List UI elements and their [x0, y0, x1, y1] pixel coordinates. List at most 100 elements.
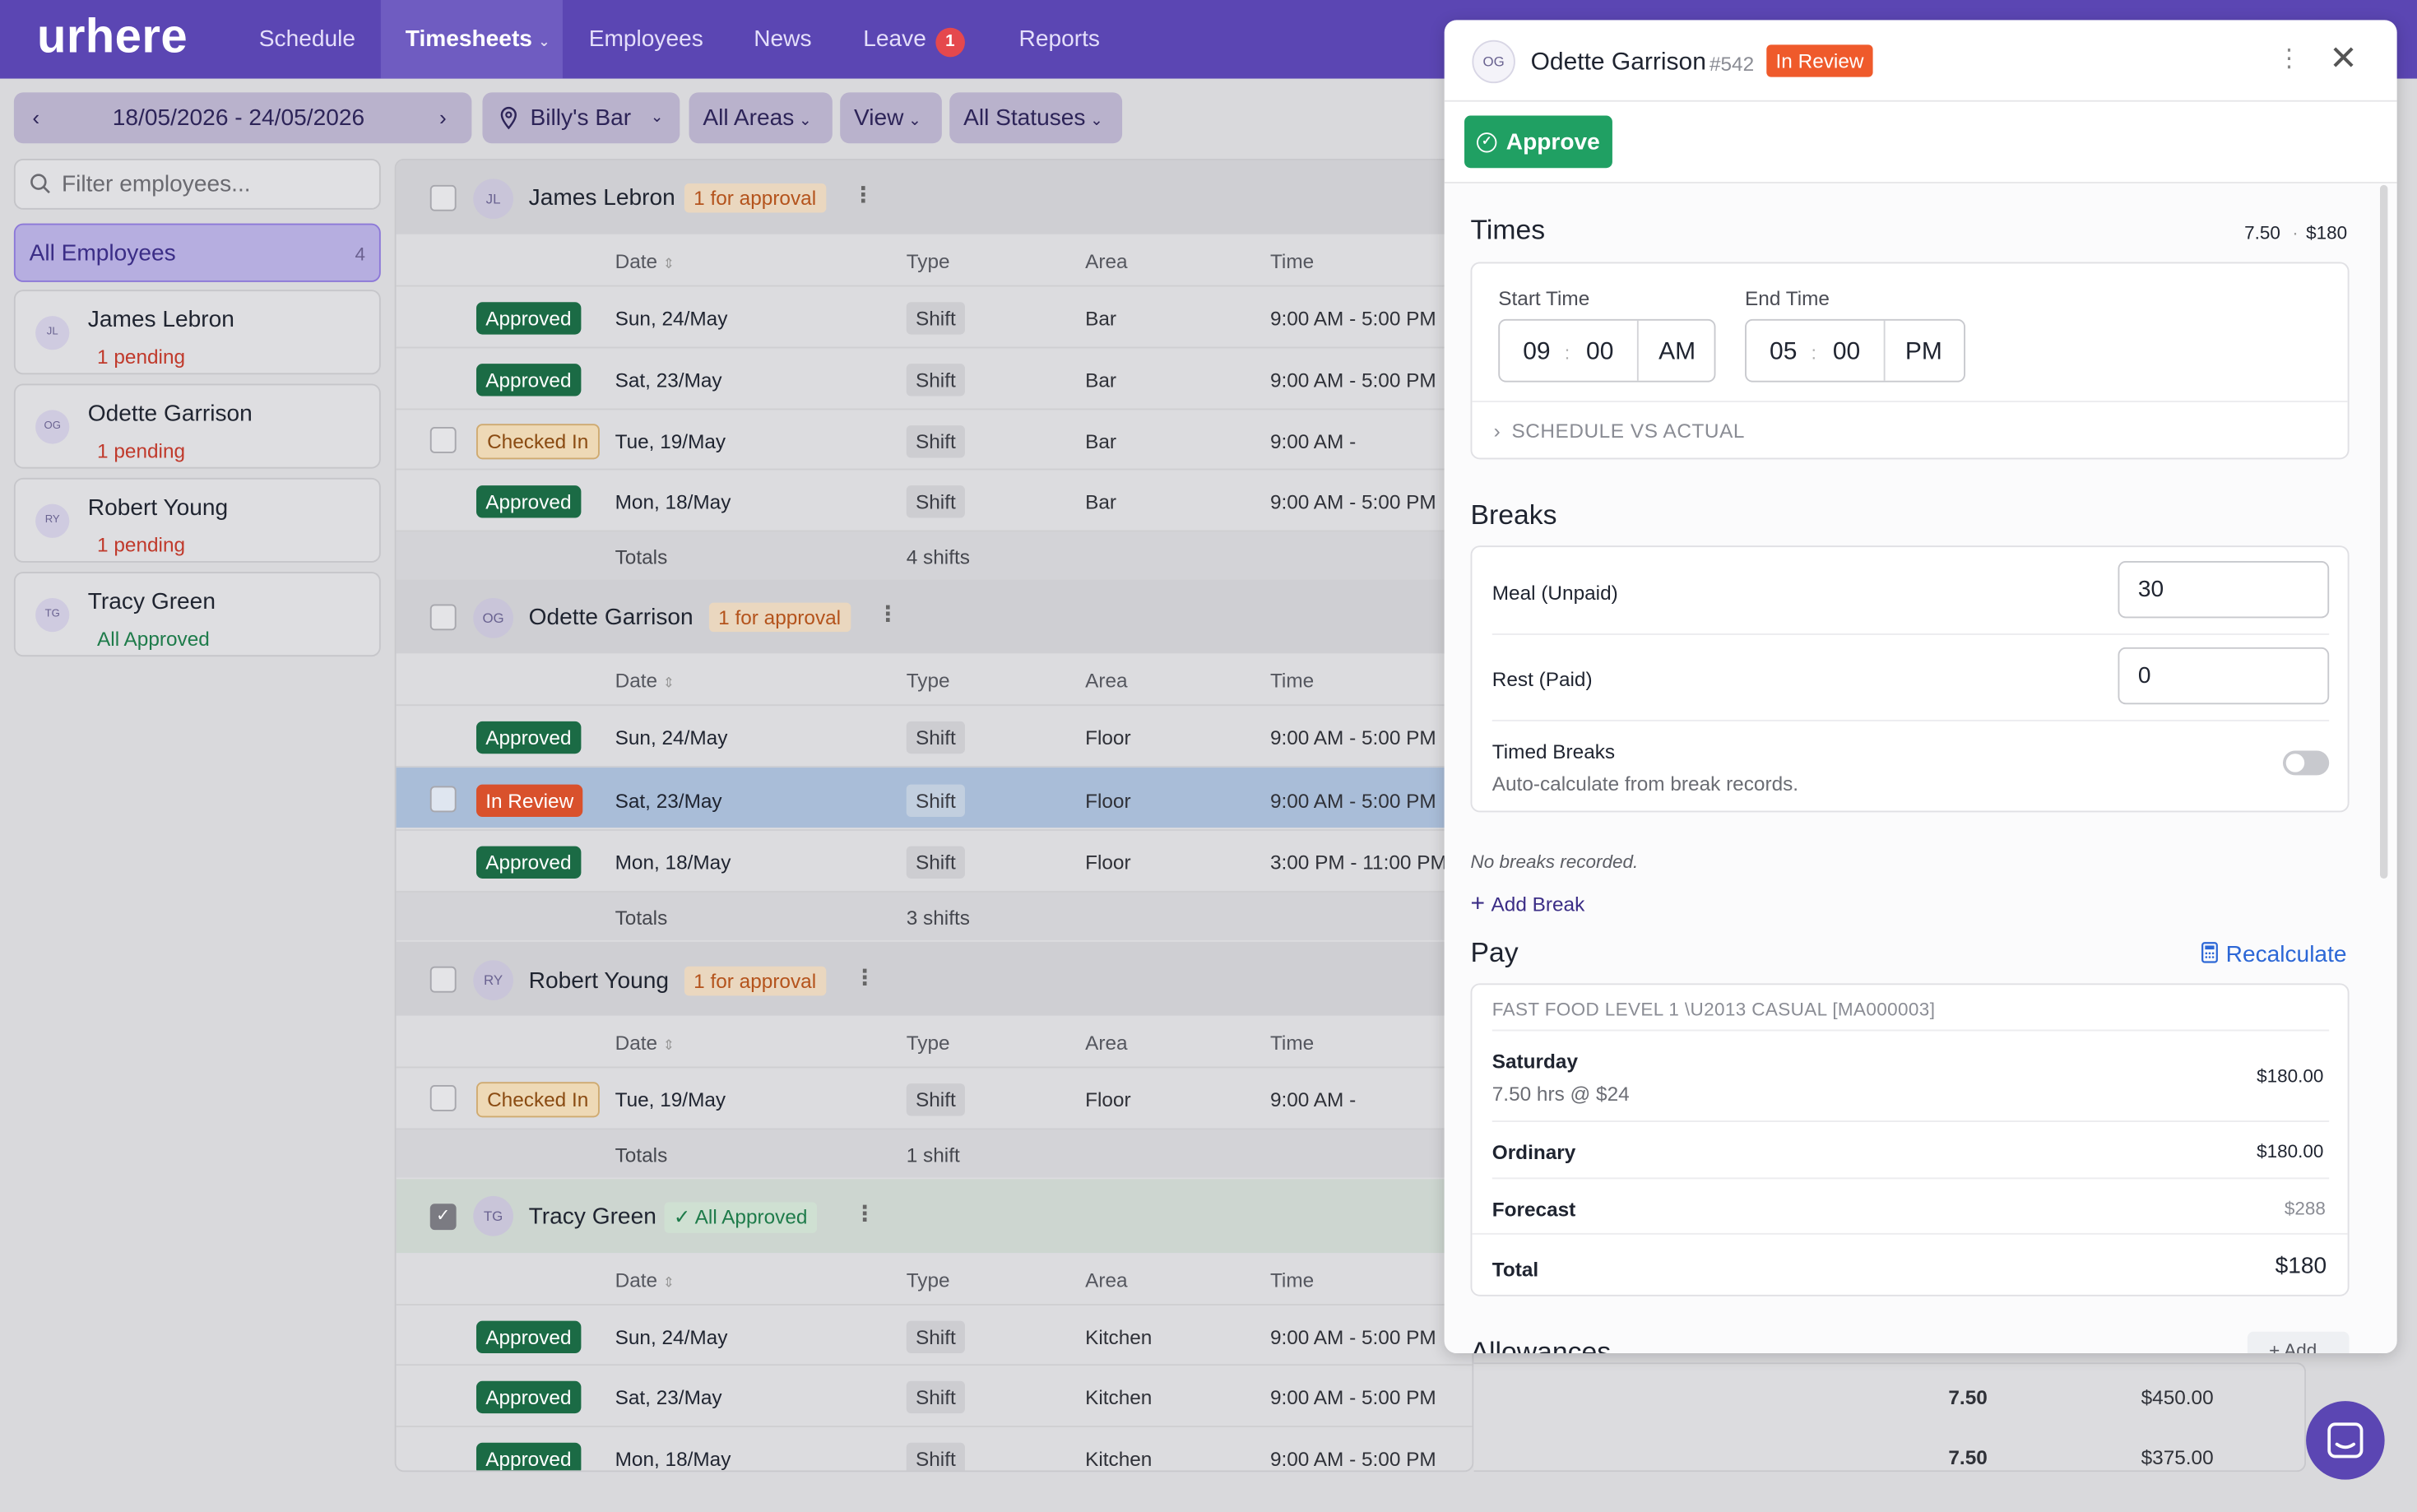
add-break-button[interactable]: + Add Break — [1471, 891, 1585, 919]
chat-launcher-button[interactable] — [2306, 1401, 2385, 1480]
drawer-scrollbar[interactable] — [2380, 184, 2388, 879]
totals-shifts: 1 shift — [906, 1143, 960, 1167]
add-allowance-button[interactable]: + Add — [2247, 1331, 2350, 1354]
table-row[interactable]: Approved Sun, 24/May Shift Floor 9:00 AM… — [396, 704, 1473, 767]
row-area: Bar — [1085, 368, 1117, 392]
times-title: Times — [1470, 214, 1546, 245]
nav-schedule[interactable]: Schedule — [258, 26, 356, 53]
chevron-right-icon[interactable]: › — [439, 104, 447, 130]
breaks-title: Breaks — [1470, 499, 1557, 531]
row-date: Mon, 18/May — [615, 1447, 731, 1471]
table-row[interactable]: Approved Sun, 24/May Shift Bar 9:00 AM -… — [396, 285, 1473, 347]
areas-select[interactable]: All Areas ⌄ — [689, 92, 833, 144]
table-row[interactable]: Approved Mon, 18/May Shift Bar 9:00 AM -… — [396, 468, 1473, 531]
nav-leave[interactable]: Leave 1 — [838, 0, 989, 79]
employee-filter-input[interactable] — [61, 160, 370, 208]
sort-icon: ⇕ — [662, 1037, 675, 1053]
table-row[interactable]: Checked In Tue, 19/May Shift Floor 9:00 … — [396, 1066, 1473, 1129]
group-employee-name[interactable]: Tracy Green — [528, 1204, 656, 1231]
view-select[interactable]: View ⌄ — [840, 92, 942, 144]
rest-break-input[interactable]: 0 — [2118, 647, 2330, 705]
group-checkbox[interactable] — [429, 184, 457, 211]
sort-icon: ⇕ — [662, 675, 675, 691]
divider — [1491, 1177, 2330, 1180]
approval-badge: 1 for approval — [684, 966, 826, 996]
timed-breaks-toggle[interactable] — [2282, 750, 2330, 776]
more-options-icon[interactable]: ⋮ — [852, 182, 874, 207]
nav-timesheets[interactable]: Timesheets ⌄ — [380, 0, 563, 79]
date-range-label[interactable]: 18/05/2026 - 24/05/2026 — [112, 104, 365, 132]
sidebar-employee-james-lebron[interactable]: JL James Lebron 1 pending — [13, 290, 381, 375]
recalculate-label: Recalculate — [2225, 941, 2347, 968]
start-ampm[interactable]: AM — [1658, 339, 1696, 366]
row-hours: 7.50 — [1948, 1445, 1988, 1469]
table-row[interactable]: Approved Mon, 18/May Shift Kitchen 9:00 … — [396, 1426, 1473, 1471]
group-employee-name[interactable]: James Lebron — [528, 184, 675, 211]
group-employee-name[interactable]: Robert Young — [528, 967, 670, 995]
col-date[interactable]: Date ⇕ — [615, 1031, 675, 1054]
totals-shifts: 3 shifts — [906, 906, 970, 930]
more-options-icon[interactable]: ⋮ — [854, 1200, 876, 1226]
start-hour[interactable]: 09 — [1523, 339, 1551, 366]
sidebar-employee-tracy-green[interactable]: TG Tracy Green All Approved — [13, 572, 381, 657]
employee-status: 1 pending — [97, 438, 186, 463]
recalculate-button[interactable]: Recalculate — [2201, 942, 2347, 968]
status-badge: Approved — [476, 721, 581, 754]
schedule-vs-actual-toggle[interactable]: › SCHEDULE VS ACTUAL — [1494, 420, 1745, 443]
statuses-select[interactable]: All Statuses ⌄ — [949, 92, 1123, 144]
sidebar-employee-robert-young[interactable]: RY Robert Young 1 pending — [13, 477, 381, 563]
totals-row: Totals 1 shift — [396, 1128, 1473, 1178]
more-options-icon[interactable]: ⋮ — [2276, 46, 2302, 73]
table-row[interactable]: Approved Sun, 24/May Shift Kitchen 9:00 … — [396, 1304, 1473, 1366]
meal-break-input[interactable]: 30 — [2118, 560, 2330, 619]
table-row[interactable]: Approved Sat, 23/May Shift Kitchen 9:00 … — [396, 1364, 1473, 1426]
view-label: View — [854, 104, 904, 132]
app-logo[interactable]: urhere — [36, 9, 188, 63]
row-checkbox[interactable] — [429, 1085, 457, 1111]
nav-reports[interactable]: Reports — [1018, 26, 1100, 53]
status-badge: Approved — [476, 302, 581, 335]
more-options-icon[interactable]: ⋮ — [877, 601, 899, 626]
start-minute[interactable]: 00 — [1586, 339, 1614, 366]
table-row-selected[interactable]: In Review Sat, 23/May Shift Floor 9:00 A… — [396, 766, 1473, 828]
row-checkbox[interactable] — [429, 786, 457, 813]
table-row[interactable]: Approved Mon, 18/May Shift Floor 3:00 PM… — [396, 828, 1473, 891]
col-date[interactable]: Date ⇕ — [615, 1269, 675, 1292]
row-checkbox[interactable] — [429, 426, 457, 453]
chevron-down-icon: ⌄ — [798, 112, 812, 130]
sidebar-employee-odette-garrison[interactable]: OG Odette Garrison 1 pending — [13, 383, 381, 469]
col-date[interactable]: Date ⇕ — [615, 250, 675, 273]
total-label: Total — [1491, 1257, 1539, 1281]
chevron-left-icon[interactable]: ‹ — [32, 104, 40, 130]
all-employees-item[interactable]: All Employees 4 — [13, 223, 381, 282]
nav-employees[interactable]: Employees — [588, 26, 703, 53]
location-select[interactable]: Billy's Bar ⌄ — [482, 92, 680, 144]
nav-news[interactable]: News — [754, 26, 812, 53]
start-time-input[interactable]: 09 : 00 AM — [1498, 318, 1716, 383]
table-row[interactable]: Approved Sat, 23/May Shift Bar 9:00 AM -… — [396, 346, 1473, 409]
group-checkbox[interactable]: ✓ — [429, 1204, 457, 1231]
end-minute[interactable]: 00 — [1832, 339, 1861, 366]
row-time: 9:00 AM - 5:00 PM — [1269, 789, 1436, 813]
row-time: 9:00 AM - 5:00 PM — [1269, 368, 1436, 392]
table-row[interactable]: Checked In Tue, 19/May Shift Bar 9:00 AM… — [396, 408, 1473, 471]
end-hour[interactable]: 05 — [1770, 339, 1798, 366]
divider — [1491, 1029, 2330, 1032]
drawer-actions: ✓ Approve — [1444, 102, 2397, 183]
divider — [1636, 320, 1639, 381]
group-checkbox[interactable] — [429, 604, 457, 631]
end-time-input[interactable]: 05 : 00 PM — [1745, 318, 1965, 383]
end-ampm[interactable]: PM — [1904, 339, 1942, 366]
group-checkbox[interactable] — [429, 966, 457, 993]
row-type: Shift — [906, 846, 965, 879]
statuses-label: All Statuses — [963, 104, 1086, 132]
group-header-odette-garrison: OG Odette Garrison 1 for approval ⋮ — [396, 579, 1473, 654]
approve-button[interactable]: ✓ Approve — [1464, 115, 1612, 169]
drawer-content: Times 7.50 · $180 Start Time 09 : 00 AM … — [1444, 183, 2397, 1354]
more-options-icon[interactable]: ⋮ — [854, 964, 876, 990]
col-area: Area — [1085, 1031, 1128, 1055]
group-employee-name[interactable]: Odette Garrison — [528, 604, 694, 631]
col-type: Type — [906, 249, 950, 273]
close-icon[interactable]: ✕ — [2329, 38, 2358, 77]
col-date[interactable]: Date ⇕ — [615, 669, 675, 692]
